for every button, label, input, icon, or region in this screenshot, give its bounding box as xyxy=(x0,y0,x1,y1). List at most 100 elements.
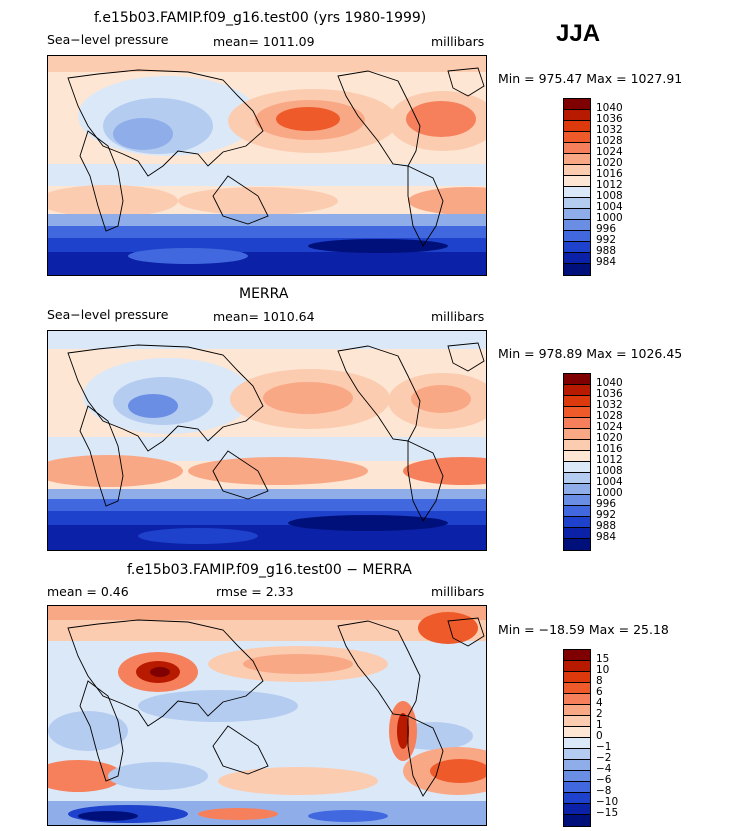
colorbar-swatch xyxy=(564,407,590,418)
panel-1-colorbar xyxy=(563,98,591,276)
colorbar-tick-label: 988 xyxy=(596,245,617,257)
colorbar-tick-label: 1040 xyxy=(596,377,623,389)
colorbar-swatch xyxy=(564,143,590,154)
colorbar-tick-label: −15 xyxy=(596,807,619,819)
colorbar-tick-label: 1028 xyxy=(596,135,623,147)
panel-3-mean-label: mean = 0.46 xyxy=(47,584,129,599)
colorbar-tick-label: 992 xyxy=(596,234,617,246)
colorbar-swatch xyxy=(564,429,590,440)
colorbar-tick-label: 1032 xyxy=(596,124,623,136)
colorbar-swatch xyxy=(564,815,590,826)
colorbar-tick-label: 1036 xyxy=(596,113,623,125)
colorbar-tick-label: 0 xyxy=(596,730,603,742)
colorbar-tick-label: 984 xyxy=(596,256,617,268)
colorbar-swatch xyxy=(564,727,590,738)
colorbar-tick-label: 996 xyxy=(596,223,617,235)
colorbar-tick-label: 1000 xyxy=(596,212,623,224)
colorbar-tick-label: 10 xyxy=(596,664,610,676)
colorbar-swatch xyxy=(564,517,590,528)
colorbar-swatch xyxy=(564,451,590,462)
colorbar-swatch xyxy=(564,176,590,187)
colorbar-swatch xyxy=(564,264,590,275)
colorbar-swatch xyxy=(564,672,590,683)
panel-1-map xyxy=(47,55,487,276)
colorbar-tick-label: 1020 xyxy=(596,157,623,169)
colorbar-tick-label: 4 xyxy=(596,697,603,709)
colorbar-swatch xyxy=(564,132,590,143)
panel-1-units-label: millibars xyxy=(431,34,485,49)
colorbar-tick-label: 1000 xyxy=(596,487,623,499)
colorbar-tick-label: −1 xyxy=(596,741,612,753)
panel-1-variable-label: Sea−level pressure xyxy=(47,32,169,47)
colorbar-swatch xyxy=(564,110,590,121)
colorbar-swatch xyxy=(564,539,590,550)
colorbar-swatch xyxy=(564,385,590,396)
colorbar-swatch xyxy=(564,253,590,264)
colorbar-tick-label: 988 xyxy=(596,520,617,532)
colorbar-tick-label: 1004 xyxy=(596,201,623,213)
colorbar-tick-label: 1036 xyxy=(596,388,623,400)
colorbar-tick-label: 1024 xyxy=(596,421,623,433)
colorbar-swatch xyxy=(564,121,590,132)
colorbar-swatch xyxy=(564,374,590,385)
colorbar-swatch xyxy=(564,220,590,231)
colorbar-tick-label: 8 xyxy=(596,675,603,687)
colorbar-tick-label: 1004 xyxy=(596,476,623,488)
colorbar-tick-label: 2 xyxy=(596,708,603,720)
colorbar-tick-label: 996 xyxy=(596,498,617,510)
panel-3-map xyxy=(47,605,487,826)
panel-3-minmax: Min = −18.59 Max = 25.18 xyxy=(498,622,669,637)
colorbar-tick-label: 1008 xyxy=(596,465,623,477)
colorbar-tick-label: 1024 xyxy=(596,146,623,158)
panel-1-map-svg xyxy=(48,56,486,275)
colorbar-swatch xyxy=(564,187,590,198)
colorbar-swatch xyxy=(564,661,590,672)
colorbar-tick-label: 1012 xyxy=(596,179,623,191)
colorbar-swatch xyxy=(564,716,590,727)
colorbar-swatch xyxy=(564,506,590,517)
panel-1-mean-label: mean= 1011.09 xyxy=(213,34,315,49)
colorbar-swatch xyxy=(564,473,590,484)
panel-1-minmax: Min = 975.47 Max = 1027.91 xyxy=(498,71,683,86)
panel-2-title: MERRA xyxy=(239,286,289,302)
colorbar-swatch xyxy=(564,804,590,815)
colorbar-tick-label: 1 xyxy=(596,719,603,731)
colorbar-swatch xyxy=(564,231,590,242)
colorbar-swatch xyxy=(564,209,590,220)
colorbar-swatch xyxy=(564,683,590,694)
colorbar-swatch xyxy=(564,738,590,749)
colorbar-swatch xyxy=(564,242,590,253)
colorbar-tick-label: 1016 xyxy=(596,443,623,455)
colorbar-tick-label: 992 xyxy=(596,509,617,521)
panel-2-mean-label: mean= 1010.64 xyxy=(213,309,315,324)
panel-3-rmse-label: rmse = 2.33 xyxy=(216,584,294,599)
colorbar-swatch xyxy=(564,154,590,165)
colorbar-tick-label: −8 xyxy=(596,785,612,797)
panel-2-map xyxy=(47,330,487,551)
colorbar-tick-label: 1008 xyxy=(596,190,623,202)
panel-2-map-svg xyxy=(48,331,486,550)
colorbar-tick-label: 1020 xyxy=(596,432,623,444)
colorbar-tick-label: 6 xyxy=(596,686,603,698)
colorbar-tick-label: 1032 xyxy=(596,399,623,411)
colorbar-swatch xyxy=(564,705,590,716)
colorbar-swatch xyxy=(564,440,590,451)
colorbar-tick-label: 1012 xyxy=(596,454,623,466)
panel-2-minmax: Min = 978.89 Max = 1026.45 xyxy=(498,346,683,361)
panel-2-units-label: millibars xyxy=(431,309,485,324)
colorbar-swatch xyxy=(564,495,590,506)
season-label: JJA xyxy=(556,20,601,47)
colorbar-swatch xyxy=(564,749,590,760)
colorbar-swatch xyxy=(564,99,590,110)
colorbar-tick-label: 1016 xyxy=(596,168,623,180)
colorbar-tick-label: 1040 xyxy=(596,102,623,114)
colorbar-swatch xyxy=(564,771,590,782)
colorbar-swatch xyxy=(564,528,590,539)
panel-3-units-label: millibars xyxy=(431,584,485,599)
colorbar-tick-label: 1028 xyxy=(596,410,623,422)
colorbar-tick-label: −6 xyxy=(596,774,612,786)
colorbar-swatch xyxy=(564,198,590,209)
colorbar-swatch xyxy=(564,462,590,473)
panel-1-title: f.e15b03.FAMIP.f09_g16.test00 (yrs 1980-… xyxy=(94,10,427,26)
colorbar-swatch xyxy=(564,418,590,429)
